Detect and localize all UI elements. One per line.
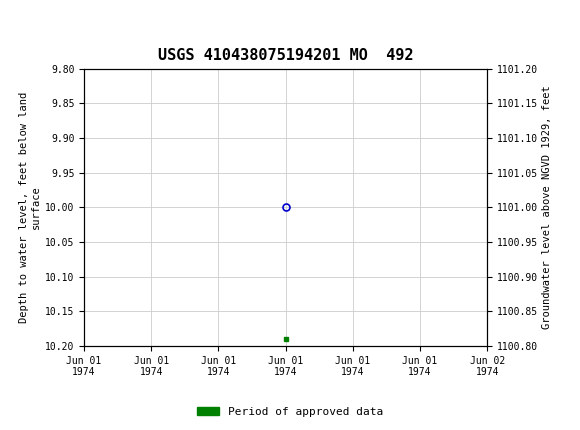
Y-axis label: Groundwater level above NGVD 1929, feet: Groundwater level above NGVD 1929, feet — [542, 86, 552, 329]
Legend: Period of approved data: Period of approved data — [193, 402, 387, 421]
Text: USGS: USGS — [61, 11, 104, 29]
Y-axis label: Depth to water level, feet below land
surface: Depth to water level, feet below land su… — [19, 92, 41, 323]
Title: USGS 410438075194201 MO  492: USGS 410438075194201 MO 492 — [158, 49, 414, 64]
